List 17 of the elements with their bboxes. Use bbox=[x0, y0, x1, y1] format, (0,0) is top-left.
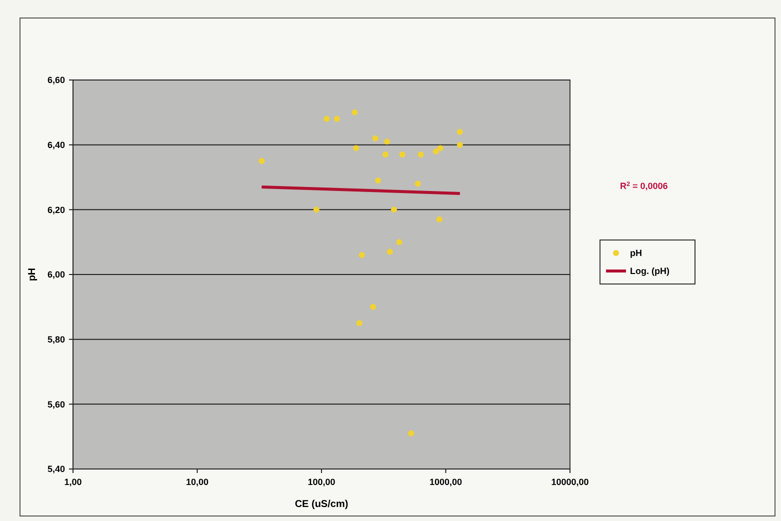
y-tick-label: 5,40 bbox=[47, 464, 65, 474]
y-axis-title: pH bbox=[27, 268, 38, 282]
y-tick-label: 5,80 bbox=[47, 334, 65, 344]
legend-label: Log. (pH) bbox=[630, 266, 670, 276]
x-tick-label: 1000,00 bbox=[429, 477, 462, 487]
y-tick-label: 6,40 bbox=[47, 140, 65, 150]
y-tick-label: 6,00 bbox=[47, 270, 65, 280]
y-tick-label: 6,20 bbox=[47, 204, 65, 215]
y-tick-label: 5,60 bbox=[47, 399, 65, 410]
text: R$^{2}$ = 0,0006 bbox=[620, 180, 668, 191]
x-tick-label: 100,00 bbox=[308, 477, 336, 487]
x-tick-label: 10,00 bbox=[186, 477, 209, 487]
y-tick-label: 6,60 bbox=[47, 75, 65, 86]
x-tick-label: 1,00 bbox=[64, 477, 82, 487]
x-tick-label: 10000,00 bbox=[551, 477, 589, 487]
x-axis-title: CE (uS/cm) bbox=[294, 499, 348, 510]
legend-label: pH bbox=[630, 248, 642, 258]
